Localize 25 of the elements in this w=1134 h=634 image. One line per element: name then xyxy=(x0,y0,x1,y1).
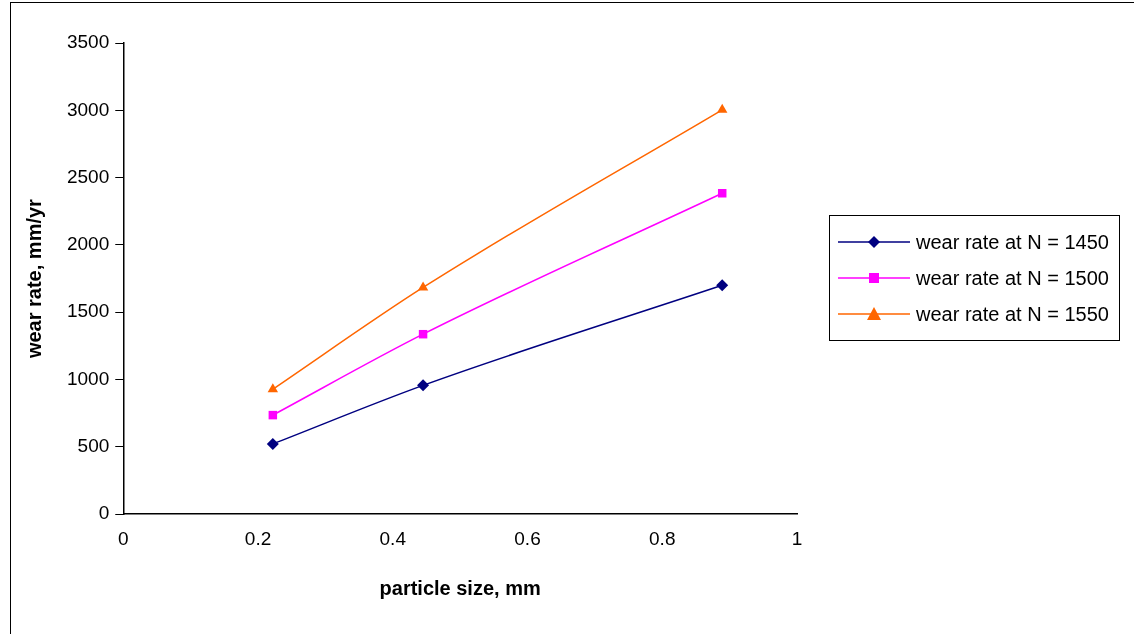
point xyxy=(716,279,729,292)
y-tick-label: 500 xyxy=(77,435,110,457)
y-tick-label: 2500 xyxy=(66,165,110,187)
x-tick-label: 1 xyxy=(791,527,803,549)
x-tick-label: 0 xyxy=(117,527,129,549)
legend-label: wear rate at N = 1500 xyxy=(916,266,1109,290)
x-tick-label: 0.8 xyxy=(649,527,676,549)
y-tick-label: 1000 xyxy=(66,367,110,389)
y-tick-label: 1500 xyxy=(66,300,110,322)
point xyxy=(267,383,279,393)
x-tick-label: 0.2 xyxy=(244,527,272,549)
y-axis-title: wear rate, mm/yr xyxy=(22,198,45,360)
y-tick-label: 0 xyxy=(98,502,110,524)
x-axis-title: particle size, mm xyxy=(379,576,541,599)
point xyxy=(417,379,430,392)
x-tick-label: 0.6 xyxy=(514,527,541,549)
x-tick-label: 0.4 xyxy=(379,527,407,549)
y-tick-label: 3500 xyxy=(66,31,110,53)
legend-label: wear rate at N = 1450 xyxy=(916,230,1109,254)
y-tick-label: 2000 xyxy=(66,233,110,255)
point xyxy=(417,281,429,291)
legend-label: wear rate at N = 1550 xyxy=(916,302,1109,326)
point xyxy=(717,103,728,113)
point xyxy=(266,437,279,450)
y-tick-label: 3000 xyxy=(66,98,110,120)
